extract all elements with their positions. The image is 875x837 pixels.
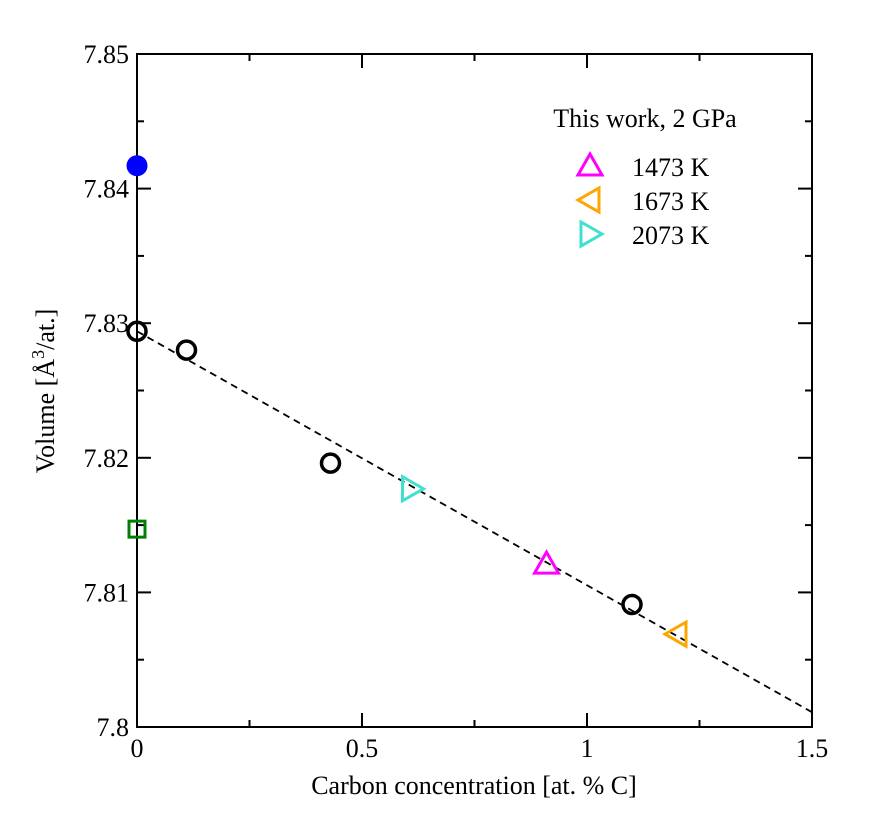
y-tick-label: 7.81 [84,578,130,607]
plot-frame [136,53,813,728]
y-tick-label: 7.82 [84,444,130,473]
legend-marker [579,219,606,249]
y-tick-label: 7.83 [84,309,130,338]
x-axis-label: Carbon concentration [at. % C] [311,771,637,800]
legend: This work, 2 GPa 1473 K 1673 K 2073 K [553,104,737,250]
y-tick-label: 7.84 [84,175,130,204]
y-tick-label: 7.85 [84,40,130,69]
fit-line [136,330,813,713]
data-point [661,619,688,649]
data-point [127,519,147,539]
y-axis-label-suffix: /at.] [31,309,60,350]
data-point [401,474,427,504]
legend-marker [575,150,605,177]
y-axis-label-superscript: 3 [28,350,48,359]
y-axis-label-prefix: Volume [ [31,378,60,474]
legend-entry-label: 1473 K [632,153,710,182]
x-tick-label: 1.5 [796,734,829,763]
y-tick-label: 7.8 [97,713,130,742]
x-tick-label: 0 [131,734,144,763]
data-point [531,549,562,575]
data-points [126,155,688,649]
legend-marker [574,185,601,215]
data-point [126,155,148,177]
legend-entry-label: 1673 K [632,187,710,216]
y-axis-label-symbol: Å [31,359,60,378]
legend-title: This work, 2 GPa [553,104,737,133]
fit-line-layer [136,330,813,713]
data-point [319,452,342,474]
y-axis-label: Volume [Å3/at.] [28,309,60,474]
data-point [175,339,198,361]
legend-entry-label: 2073 K [632,221,710,250]
axis-labels: Carbon concentration [at. % C] Volume [Å… [28,309,637,800]
data-point [126,320,148,343]
data-point [621,593,643,616]
x-tick-label: 1 [581,734,594,763]
x-tick-label: 0.5 [346,734,379,763]
axes: 0 0.5 1 1.5 7.8 7.81 7.82 7.83 7.84 7.85 [84,40,829,763]
